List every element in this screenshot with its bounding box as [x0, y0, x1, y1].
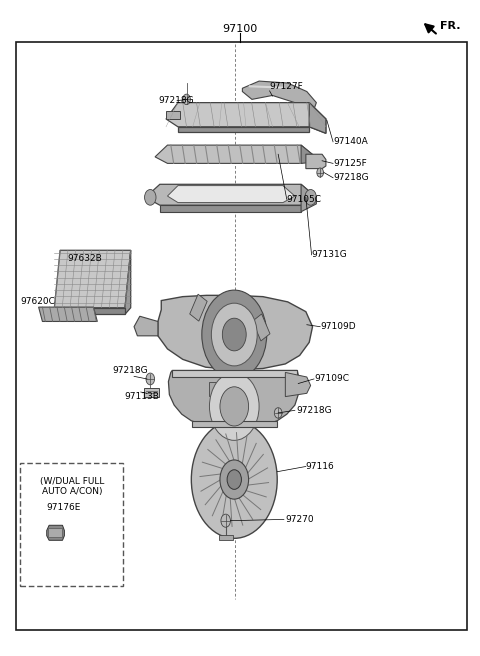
Text: 97218G: 97218G [112, 366, 148, 375]
Polygon shape [155, 145, 315, 163]
Circle shape [211, 303, 257, 366]
Polygon shape [192, 420, 277, 427]
Polygon shape [54, 251, 131, 308]
Text: 97632B: 97632B [67, 254, 102, 262]
Circle shape [222, 318, 246, 351]
Text: 97218G: 97218G [158, 96, 193, 105]
Polygon shape [54, 308, 125, 314]
Bar [209, 382, 226, 396]
Bar [190, 294, 207, 321]
Polygon shape [301, 145, 315, 163]
Circle shape [220, 387, 249, 426]
Polygon shape [160, 205, 301, 212]
Polygon shape [309, 102, 326, 133]
Polygon shape [125, 251, 131, 314]
Polygon shape [172, 371, 297, 377]
Polygon shape [301, 184, 316, 212]
Text: 97105C: 97105C [287, 195, 322, 204]
Text: 97109D: 97109D [320, 322, 356, 331]
Bar [218, 535, 233, 541]
Polygon shape [306, 154, 326, 169]
Text: 97620C: 97620C [21, 297, 55, 306]
Circle shape [192, 420, 277, 539]
Text: 97127F: 97127F [270, 82, 303, 91]
Polygon shape [47, 525, 64, 541]
Circle shape [202, 290, 267, 379]
Text: 97270: 97270 [285, 515, 314, 524]
Text: 97140A: 97140A [333, 137, 368, 146]
Bar [252, 314, 270, 341]
Polygon shape [166, 102, 326, 133]
Polygon shape [166, 111, 180, 119]
Circle shape [183, 94, 191, 104]
Text: 97218G: 97218G [333, 173, 369, 182]
Bar [48, 528, 62, 537]
Text: 97109C: 97109C [314, 375, 349, 384]
Polygon shape [178, 127, 309, 132]
Circle shape [209, 373, 259, 440]
Text: 97116: 97116 [306, 462, 335, 471]
Polygon shape [134, 316, 158, 336]
Text: 97176E: 97176E [47, 503, 81, 512]
Polygon shape [158, 295, 312, 370]
Circle shape [146, 373, 155, 385]
Polygon shape [38, 307, 97, 321]
Polygon shape [285, 373, 311, 397]
Text: (W/DUAL FULL: (W/DUAL FULL [40, 477, 104, 486]
Circle shape [227, 470, 241, 489]
Circle shape [317, 168, 324, 177]
Text: 97125F: 97125F [333, 159, 367, 168]
Polygon shape [144, 388, 159, 397]
Text: 97100: 97100 [222, 24, 258, 34]
Circle shape [220, 460, 249, 499]
Polygon shape [242, 81, 316, 109]
Circle shape [305, 190, 316, 205]
Polygon shape [168, 371, 300, 426]
Text: 97113B: 97113B [124, 392, 159, 401]
Circle shape [144, 190, 156, 205]
Circle shape [221, 514, 230, 527]
Text: 97131G: 97131G [312, 251, 348, 259]
Polygon shape [145, 184, 316, 205]
Text: FR.: FR. [441, 21, 461, 31]
Text: 97218G: 97218G [296, 406, 332, 415]
Text: AUTO A/CON): AUTO A/CON) [42, 487, 102, 496]
FancyBboxPatch shape [21, 463, 123, 586]
Polygon shape [168, 186, 295, 203]
Circle shape [275, 407, 282, 418]
